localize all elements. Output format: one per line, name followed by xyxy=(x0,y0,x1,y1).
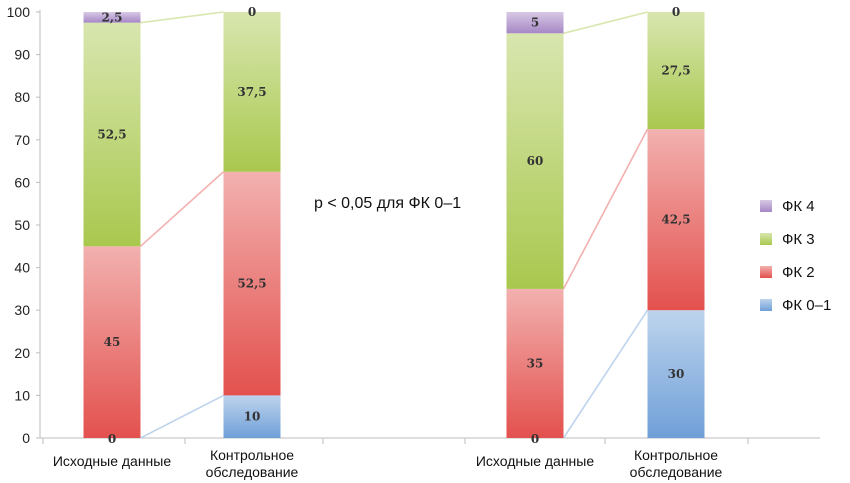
segment-value-label: 2,5 xyxy=(102,10,123,24)
segment-value-label: 0 xyxy=(248,5,256,19)
connector-line xyxy=(562,128,649,290)
y-tick-label: 0 xyxy=(22,430,30,446)
y-tick-label: 40 xyxy=(14,260,30,276)
bars xyxy=(83,12,705,438)
segment-value-label: 0 xyxy=(531,432,539,446)
bar-segment xyxy=(223,395,281,438)
legend-swatch xyxy=(760,200,772,212)
segment-labels: 0 45 52,5 2,5 10 52,5 37,5 0 0 35 60 5 30 42,5 27,5 0 xyxy=(97,5,690,446)
bar-segment xyxy=(83,22,141,247)
legend-entry-label: ФК 2 xyxy=(782,264,815,281)
connector-line xyxy=(139,171,225,247)
segment-value-label: 0 xyxy=(672,5,680,19)
connector-line xyxy=(140,394,224,439)
segment-value-label: 35 xyxy=(527,356,544,370)
bar-segment xyxy=(83,12,141,23)
bar-segment xyxy=(647,310,705,438)
segment-value-label: 42,5 xyxy=(661,213,690,227)
segment-value-label: 52,5 xyxy=(237,277,266,291)
y-tick-label: 60 xyxy=(14,174,30,190)
legend-swatch xyxy=(760,266,772,278)
y-tick-label: 20 xyxy=(14,345,30,361)
y-tick-label: 30 xyxy=(14,302,30,318)
category-label: Исходные данные xyxy=(53,453,172,469)
category-label: Контрольное обследование xyxy=(630,447,723,480)
legend-entry-label: ФК 3 xyxy=(782,231,815,248)
legend-swatch xyxy=(760,233,772,245)
significance-annotation: p < 0,05 для ФК 0–1 xyxy=(314,195,461,212)
segment-value-label: 5 xyxy=(531,16,539,30)
y-tick-label: 50 xyxy=(14,217,30,233)
bar-segment xyxy=(506,33,564,289)
y-tick-label: 90 xyxy=(14,47,30,63)
legend-entry-label: ФК 0–1 xyxy=(782,297,831,314)
bar-segment xyxy=(506,12,564,34)
bar-segment xyxy=(647,129,705,311)
bar-segment xyxy=(83,246,141,438)
segment-value-label: 0 xyxy=(108,432,116,446)
legend-entry-label: ФК 4 xyxy=(782,198,815,215)
segment-value-label: 27,5 xyxy=(661,64,690,78)
legend: ФК 4 ФК 3 ФК 2 ФК 0–1 xyxy=(760,198,831,314)
connector-line xyxy=(562,309,649,439)
y-tick-label: 100 xyxy=(7,4,31,20)
bar-segment xyxy=(506,288,564,438)
bar-segment xyxy=(223,171,281,396)
bar-segment xyxy=(647,12,705,130)
segment-value-label: 37,5 xyxy=(237,85,266,99)
legend-swatch xyxy=(760,299,772,311)
category-label: Контрольное обследование xyxy=(206,447,299,480)
y-tick-label: 70 xyxy=(14,132,30,148)
segment-value-label: 30 xyxy=(668,367,685,381)
segment-value-label: 10 xyxy=(244,410,261,424)
segment-value-label: 52,5 xyxy=(97,127,126,141)
segment-value-label: 60 xyxy=(527,154,544,168)
connector-lines xyxy=(139,11,649,439)
bar-segment xyxy=(223,12,281,172)
y-tick-label: 80 xyxy=(14,89,30,105)
category-labels: Исходные данные Контрольное обследование Ис… xyxy=(53,447,723,480)
segment-value-label: 45 xyxy=(104,335,121,349)
connector-line xyxy=(563,11,648,35)
connector-line xyxy=(140,11,224,24)
y-tick-label: 10 xyxy=(14,387,30,403)
category-label: Исходные данные xyxy=(476,453,595,469)
